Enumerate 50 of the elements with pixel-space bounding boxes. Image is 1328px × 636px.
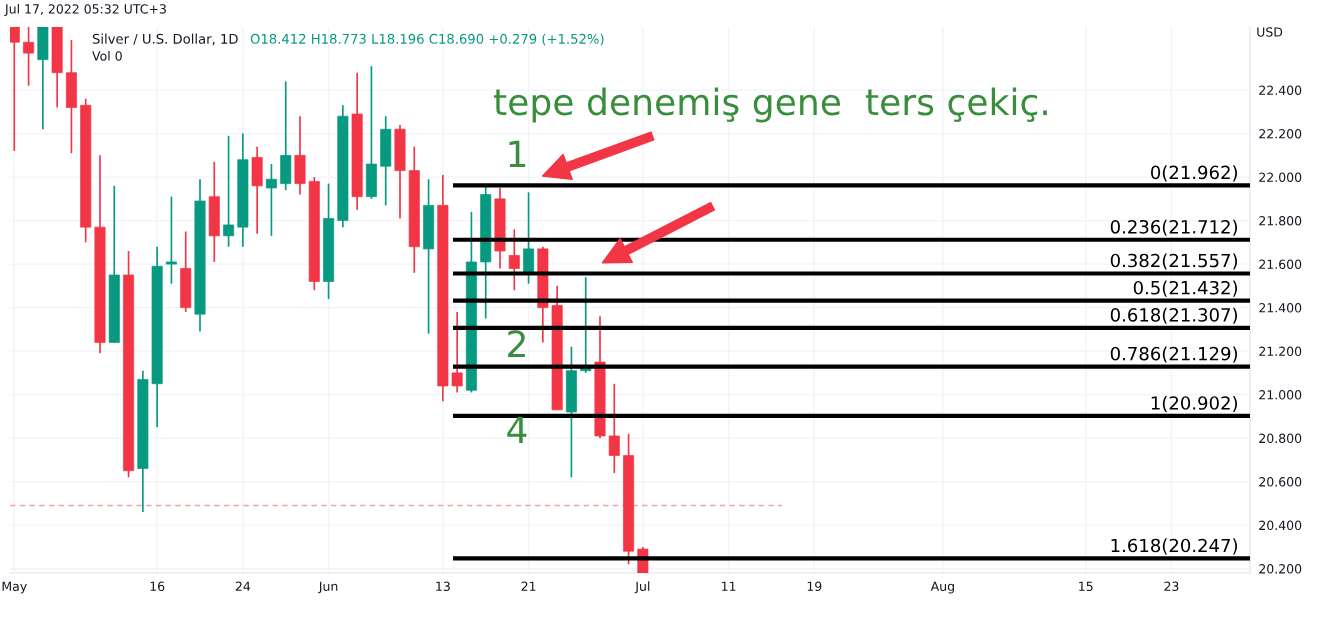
annotation: Vol 0 [92, 50, 122, 61]
candlestick [23, 27, 35, 87]
x-tick-label: 19 [807, 581, 822, 592]
candlestick [451, 311, 463, 394]
ref-line-label: 0.5(21.432) [1133, 280, 1238, 297]
candlestick [223, 134, 235, 248]
y-tick-label: 22.400 [1259, 85, 1302, 96]
candlestick [165, 195, 177, 285]
ref-line-label: 0(21.962) [1151, 165, 1238, 182]
chart-title: Silver / U.S. Dollar, 1D [92, 33, 238, 46]
y-tick-label: 21.600 [1259, 259, 1302, 270]
candlestick [265, 163, 277, 237]
candlestick [508, 228, 520, 292]
x-tick-label: 15 [1079, 581, 1093, 592]
text: Jul 17, 2022 05:32 UTC+3 [4, 3, 166, 16]
annotation: 2 [508, 330, 525, 357]
ref-line-label: 0.236(21.712) [1110, 219, 1238, 236]
annotation: 4 [507, 416, 527, 443]
ref-line-label: 0.382(21.557) [1110, 253, 1238, 270]
candlestick [10, 27, 20, 152]
y-tick-label: 22.000 [1259, 172, 1302, 183]
y-tick-label: 20.600 [1259, 477, 1302, 487]
y-tick-label: 21.400 [1259, 303, 1302, 313]
annotation: 1 [509, 140, 526, 167]
x-tick-label: 21 [521, 581, 536, 591]
y-tick-label: 20.400 [1259, 520, 1302, 531]
x-tick-label: 16 [150, 581, 165, 592]
ref-line-label: 1(20.902) [1151, 395, 1238, 412]
y-tick-label: 21.800 [1259, 216, 1302, 226]
x-tick-label: 13 [436, 581, 450, 592]
x-tick-label: 11 [721, 581, 736, 591]
chart-subtitle: O18.412 H18.773 L18.196 C18.690 +0.279 (+1.52%) [250, 33, 604, 46]
x-tick-label: 24 [235, 581, 251, 591]
x-tick-label: May [2, 581, 27, 594]
y-tick-label: 22.200 [1259, 129, 1302, 139]
candlestick [608, 382, 620, 474]
candlestick [523, 191, 535, 285]
y-tick-label: 21.000 [1259, 390, 1302, 400]
ref-line-label: 0.618(21.307) [1110, 307, 1238, 324]
x-tick-label: Aug [930, 581, 954, 594]
x-tick-label: Jul [634, 581, 650, 594]
y-tick-label: 20.800 [1259, 433, 1302, 444]
x-tick-label: Jun [318, 581, 338, 594]
y-tick-label: 20.200 [1259, 564, 1302, 574]
ref-line-label: 0.786(21.129) [1110, 346, 1238, 363]
y-axis-title: USD [1257, 27, 1283, 37]
y-tick-label: 21.200 [1259, 346, 1302, 357]
annotation: tepe denemiş gene ters çekiç. [493, 87, 1047, 123]
ref-line-label: 1.618(20.247) [1111, 538, 1238, 555]
x-tick-label: 23 [1164, 581, 1179, 592]
